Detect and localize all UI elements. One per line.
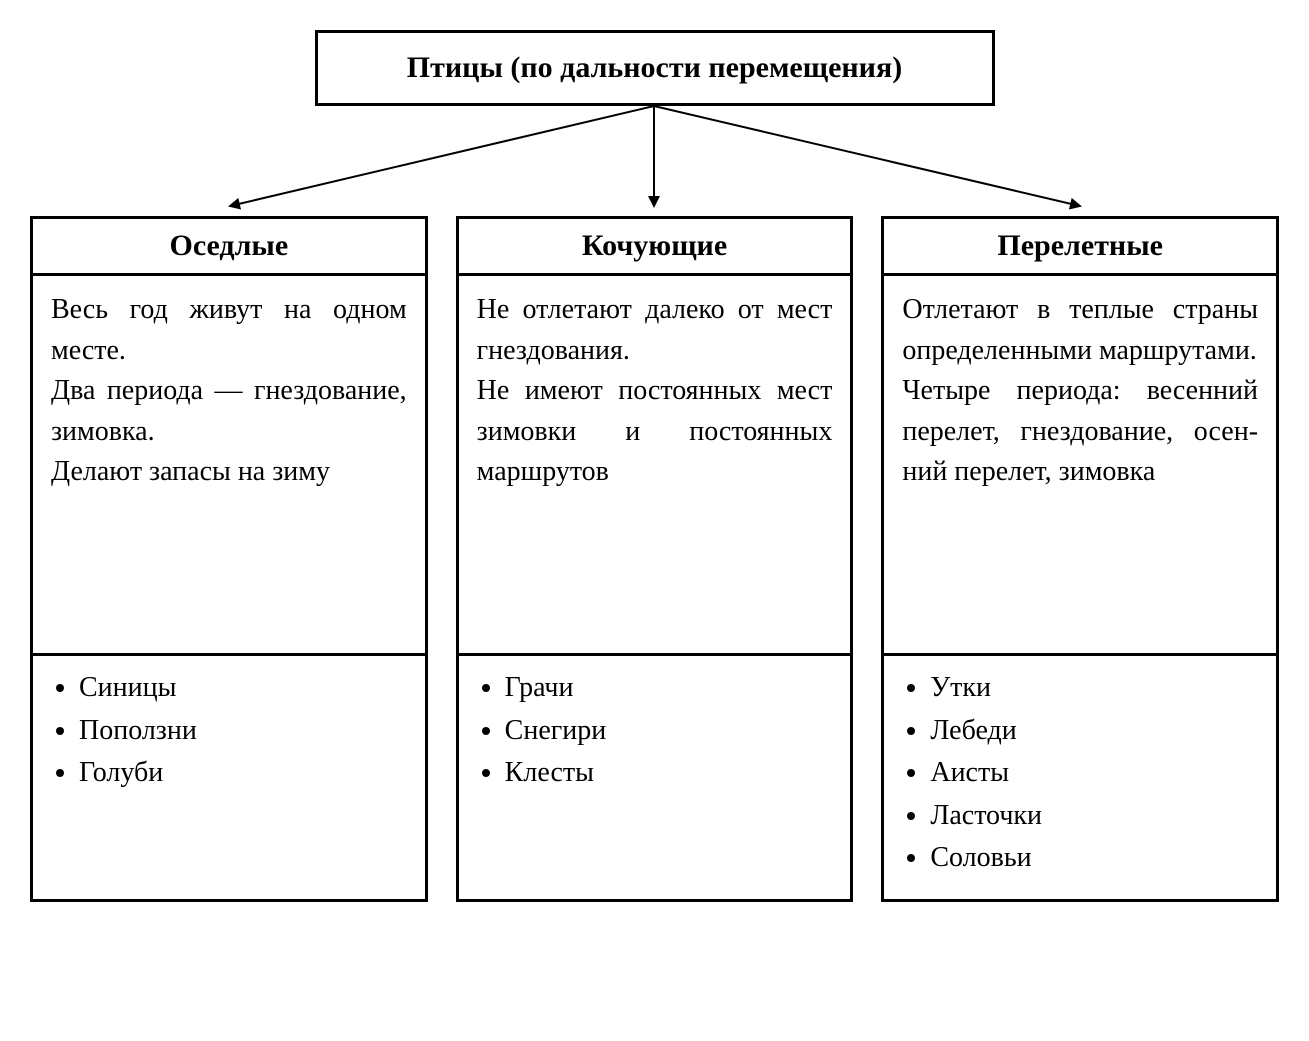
diagram-root: Птицы (по дальности перемещения) Оседлые… [30,30,1279,902]
category-box: Перелетные Отлетают в теп­лые страны опр… [881,216,1279,902]
example-item: Клесты [505,753,833,794]
category-title: Перелетные [884,219,1276,276]
category-box: Кочующие Не отлетают да­леко от мест гне… [456,216,854,902]
category-title: Оседлые [33,219,425,276]
category-description: Весь год живут на одном месте.Два период… [33,276,425,656]
root-title: Птицы (по дальности перемещения) [407,51,902,84]
example-item: Поползни [79,711,407,752]
category-examples: Синицы Поползни Голуби [33,656,425,814]
root-title-box: Птицы (по дальности перемещения) [315,30,995,106]
categories-row: Оседлые Весь год живут на одном месте.Дв… [30,216,1279,902]
example-item: Грачи [505,668,833,709]
example-item: Аисты [930,753,1258,794]
example-item: Утки [930,668,1258,709]
example-item: Снегири [505,711,833,752]
category-description: Отлетают в теп­лые страны опре­деленными… [884,276,1276,656]
example-item: Синицы [79,668,407,709]
category-description: Не отлетают да­леко от мест гнез­дования… [459,276,851,656]
category-examples: Грачи Снегири Клесты [459,656,851,814]
example-item: Ласточки [930,796,1258,837]
category-box: Оседлые Весь год живут на одном месте.Дв… [30,216,428,902]
arrow-left [230,106,654,206]
category-examples: Утки Лебеди Аисты Ласточки Соловьи [884,656,1276,899]
example-item: Соловьи [930,838,1258,879]
category-title: Кочующие [459,219,851,276]
arrows-svg [30,106,1279,216]
example-item: Лебеди [930,711,1258,752]
arrow-right [654,106,1080,206]
example-item: Голуби [79,753,407,794]
